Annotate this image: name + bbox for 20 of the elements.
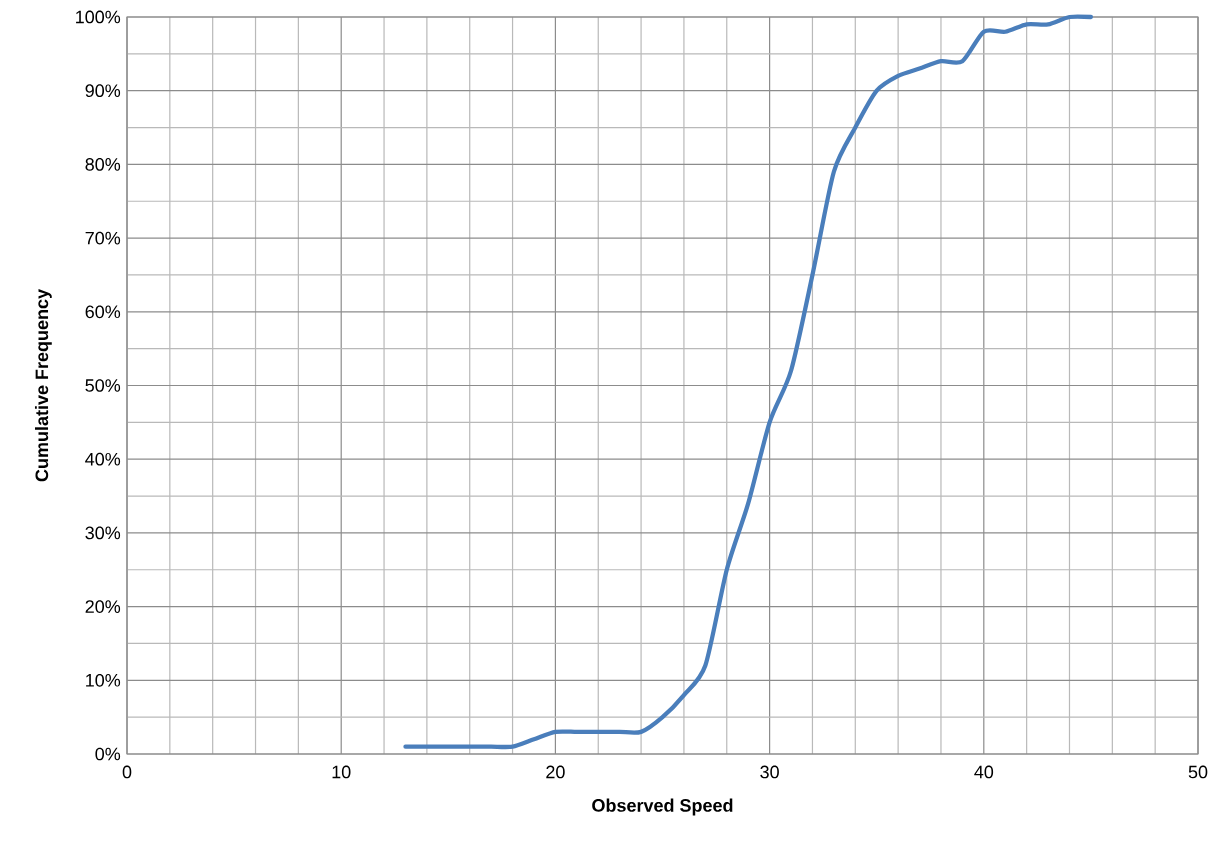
- x-tick-label: 10: [332, 765, 351, 779]
- x-tick-label: 50: [1188, 765, 1208, 779]
- y-tick-label: 70%: [85, 231, 121, 245]
- y-axis-title: Cumulative Frequency: [34, 289, 52, 482]
- x-axis-title: Observed Speed: [592, 798, 733, 816]
- x-tick-label: 20: [546, 765, 565, 779]
- y-tick-label: 90%: [85, 84, 121, 98]
- y-tick-label: 20%: [85, 600, 121, 613]
- y-tick-label: 40%: [85, 452, 121, 466]
- y-tick-label: 80%: [85, 158, 121, 171]
- y-tick-label: 100%: [76, 10, 121, 24]
- x-tick-label: 0: [122, 765, 132, 779]
- y-tick-label: 30%: [85, 526, 121, 540]
- line-series: [403, 14, 1094, 750]
- y-tick-label: 0%: [95, 747, 121, 761]
- y-tick-label: 10%: [86, 673, 121, 687]
- y-tick-label: 50%: [85, 379, 121, 392]
- x-tick-label: 30: [760, 765, 779, 779]
- x-tick-label: 40: [974, 765, 994, 779]
- y-tick-label: 60%: [85, 305, 121, 319]
